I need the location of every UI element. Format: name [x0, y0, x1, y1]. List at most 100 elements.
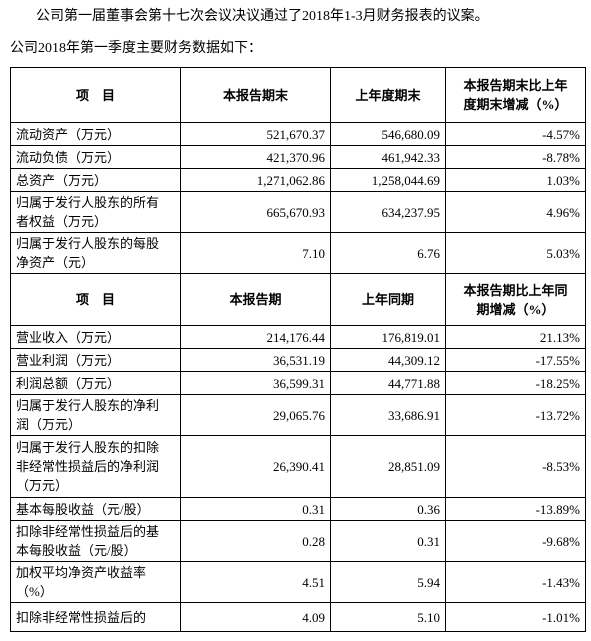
- table-cell: 634,237.95: [330, 191, 446, 233]
- cell-text: 36,599.31: [273, 375, 325, 391]
- cell-text: 214,176.44: [266, 329, 326, 345]
- cell-text: -13.72%: [535, 407, 580, 423]
- data-row: 总资产（万元） 1,271,062.86 1,258,044.69 1.03%: [10, 168, 586, 192]
- data-row: 归属于发行人股东的每股 净资产（元） 7.10 6.76 5.03%: [10, 232, 586, 274]
- cell-text: -4.57%: [542, 126, 580, 142]
- cell-text: 7.10: [302, 245, 325, 261]
- cell-text: -8.78%: [542, 149, 580, 165]
- cell-text: 本报告期: [229, 292, 282, 307]
- table-cell: -4.57%: [445, 122, 586, 146]
- cell-text: 6.76: [417, 245, 440, 261]
- cell-line: 扣除非经常性损益后的基: [16, 524, 160, 539]
- cell-text: 634,237.95: [381, 204, 441, 220]
- header-cell: 本报告期末: [180, 67, 331, 123]
- table-cell: -1.01%: [445, 602, 586, 632]
- cell-line: 本报告期末比上年: [463, 78, 568, 93]
- table-cell: 4.51: [180, 561, 331, 603]
- table-cell: -8.78%: [445, 145, 586, 169]
- header-cell: 本报告期末比上年 度期末增减（%）: [445, 67, 586, 123]
- header-row: 项 目 本报告期末 上年度期末 本报告期末比上年 度期末增减（%）: [10, 67, 586, 123]
- cell-text: 上年同期: [361, 292, 414, 307]
- cell-text: 项 目: [75, 87, 115, 103]
- cell-line: 加权平均净资产收益率: [16, 565, 147, 580]
- table-cell: 6.76: [330, 232, 446, 274]
- table-cell: 流动负债（万元）: [10, 145, 181, 169]
- table-cell: 流动资产（万元）: [10, 122, 181, 146]
- cell-text: 4.51: [302, 574, 325, 590]
- table-cell: 基本每股收益（元/股）: [10, 497, 181, 521]
- header-row: 项 目 本报告期 上年同期 本报告期比上年同 期增减（%）: [10, 273, 586, 326]
- table-cell: -17.55%: [445, 348, 586, 372]
- table-cell: 归属于发行人股东的扣除 非经常性损益后的净利润 （万元）: [10, 435, 181, 498]
- data-row: 营业收入（万元） 214,176.44 176,819.01 21.13%: [10, 325, 586, 349]
- cell-text: 28,851.09: [388, 459, 440, 474]
- data-row: 流动负债（万元） 421,370.96 461,942.33 -8.78%: [10, 145, 586, 169]
- table-cell: 利润总额（万元）: [10, 371, 181, 395]
- cell-text: 0.31: [417, 533, 440, 549]
- cell-line: 归属于发行人股东的扣除: [16, 440, 160, 455]
- table-cell: 36,599.31: [180, 371, 331, 395]
- cell-line: 利润总额（万元）: [16, 375, 121, 391]
- cell-text: 本报告期末: [222, 87, 288, 103]
- cell-text: 21.13%: [539, 329, 580, 345]
- table-cell: 0.28: [180, 520, 331, 562]
- cell-line: 归属于发行人股东的每股: [16, 236, 160, 251]
- table-cell: 44,771.88: [330, 371, 446, 395]
- table-cell: 28,851.09: [330, 435, 446, 498]
- cell-line: 归属于发行人股东的所有: [16, 195, 160, 210]
- table-cell: 4.96%: [445, 191, 586, 233]
- table-cell: 归属于发行人股东的净利 润（万元）: [10, 394, 181, 436]
- cell-text: 4.09: [302, 609, 325, 625]
- table-cell: 5.10: [330, 602, 446, 632]
- cell-text: -1.01%: [542, 609, 580, 625]
- cell-text: 36,531.19: [273, 352, 325, 368]
- cell-line: （万元）: [16, 478, 69, 493]
- cell-line: 营业收入（万元）: [16, 329, 121, 345]
- cell-text: 44,309.12: [388, 352, 440, 368]
- table-cell: 0.31: [180, 497, 331, 521]
- table-cell: -13.72%: [445, 394, 586, 436]
- cell-text: 1.03%: [546, 172, 580, 188]
- table-cell: 26,390.41: [180, 435, 331, 498]
- cell-text: 33,686.91: [388, 407, 440, 423]
- intro-line: 公司第一届董事会第十七次会议决议通过了2018年1-3月财务报表的议案。: [36, 9, 489, 24]
- cell-text: -9.68%: [542, 533, 580, 549]
- table-cell: 176,819.01: [330, 325, 446, 349]
- cell-text: -17.55%: [535, 352, 580, 368]
- header-cell: 项 目: [10, 67, 181, 123]
- table-cell: -13.89%: [445, 497, 586, 521]
- table-cell: 归属于发行人股东的每股 净资产（元）: [10, 232, 181, 274]
- cell-line: 基本每股收益（元/股）: [16, 501, 150, 517]
- table-cell: 5.94: [330, 561, 446, 603]
- cell-text: 上年度期末: [355, 87, 421, 103]
- data-row: 利润总额（万元） 36,599.31 44,771.88 -18.25%: [10, 371, 586, 395]
- cell-text: -1.43%: [542, 574, 580, 590]
- data-row: 流动资产（万元） 521,670.37 546,680.09 -4.57%: [10, 122, 586, 146]
- header-cell: 本报告期: [180, 273, 331, 326]
- table-cell: 1,271,062.86: [180, 168, 331, 192]
- table-cell: 36,531.19: [180, 348, 331, 372]
- cell-line: 流动资产（万元）: [16, 126, 121, 142]
- cell-text: 1,258,044.69: [371, 172, 440, 188]
- table-cell: -8.53%: [445, 435, 586, 498]
- cell-text: 5.10: [417, 609, 440, 625]
- header-cell: 本报告期比上年同 期增减（%）: [445, 273, 586, 326]
- cell-line: 营业利润（万元）: [16, 352, 121, 368]
- cell-line: 归属于发行人股东的净利: [16, 398, 160, 413]
- table-cell: 44,309.12: [330, 348, 446, 372]
- header-cell: 项 目: [10, 273, 181, 326]
- cell-text: 1,271,062.86: [256, 172, 325, 188]
- header-cell: 上年度期末: [330, 67, 446, 123]
- table-cell: 1.03%: [445, 168, 586, 192]
- table-cell: -1.43%: [445, 561, 586, 603]
- cell-text: 26,390.41: [273, 459, 325, 474]
- intro-line: 公司2018年第一季度主要财务数据如下：: [10, 41, 262, 56]
- table-cell: 521,670.37: [180, 122, 331, 146]
- table-cell: 5.03%: [445, 232, 586, 274]
- table-cell: 214,176.44: [180, 325, 331, 349]
- header-cell: 上年同期: [330, 273, 446, 326]
- cell-text: 0.28: [302, 533, 325, 549]
- table-cell: 33,686.91: [330, 394, 446, 436]
- data-row: 扣除非经常性损益后的基 本每股收益（元/股） 0.28 0.31 -9.68%: [10, 520, 586, 562]
